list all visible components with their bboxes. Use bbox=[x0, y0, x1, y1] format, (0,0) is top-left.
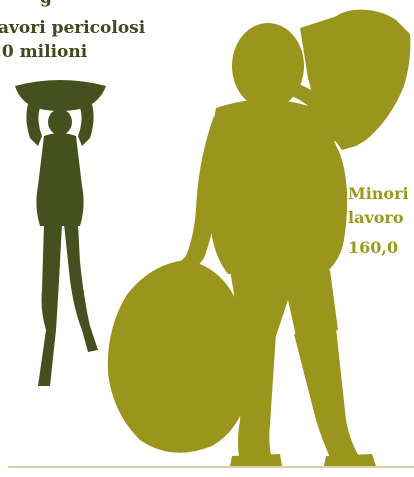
boy-carrying-bucket-and-sack-icon bbox=[107, 9, 411, 466]
left-heading-line: avori pericolosi bbox=[0, 18, 146, 38]
right-heading-line-1: Minori bbox=[348, 184, 409, 203]
left-value-label: ,0 milioni bbox=[0, 42, 88, 62]
child-carrying-basket-on-head-icon bbox=[15, 80, 106, 386]
right-heading-line-2: lavoro bbox=[348, 208, 404, 227]
right-value-label: 160,0 bbox=[348, 238, 399, 257]
bottom-divider bbox=[8, 466, 414, 468]
left-heading-partial: g bbox=[40, 0, 52, 8]
